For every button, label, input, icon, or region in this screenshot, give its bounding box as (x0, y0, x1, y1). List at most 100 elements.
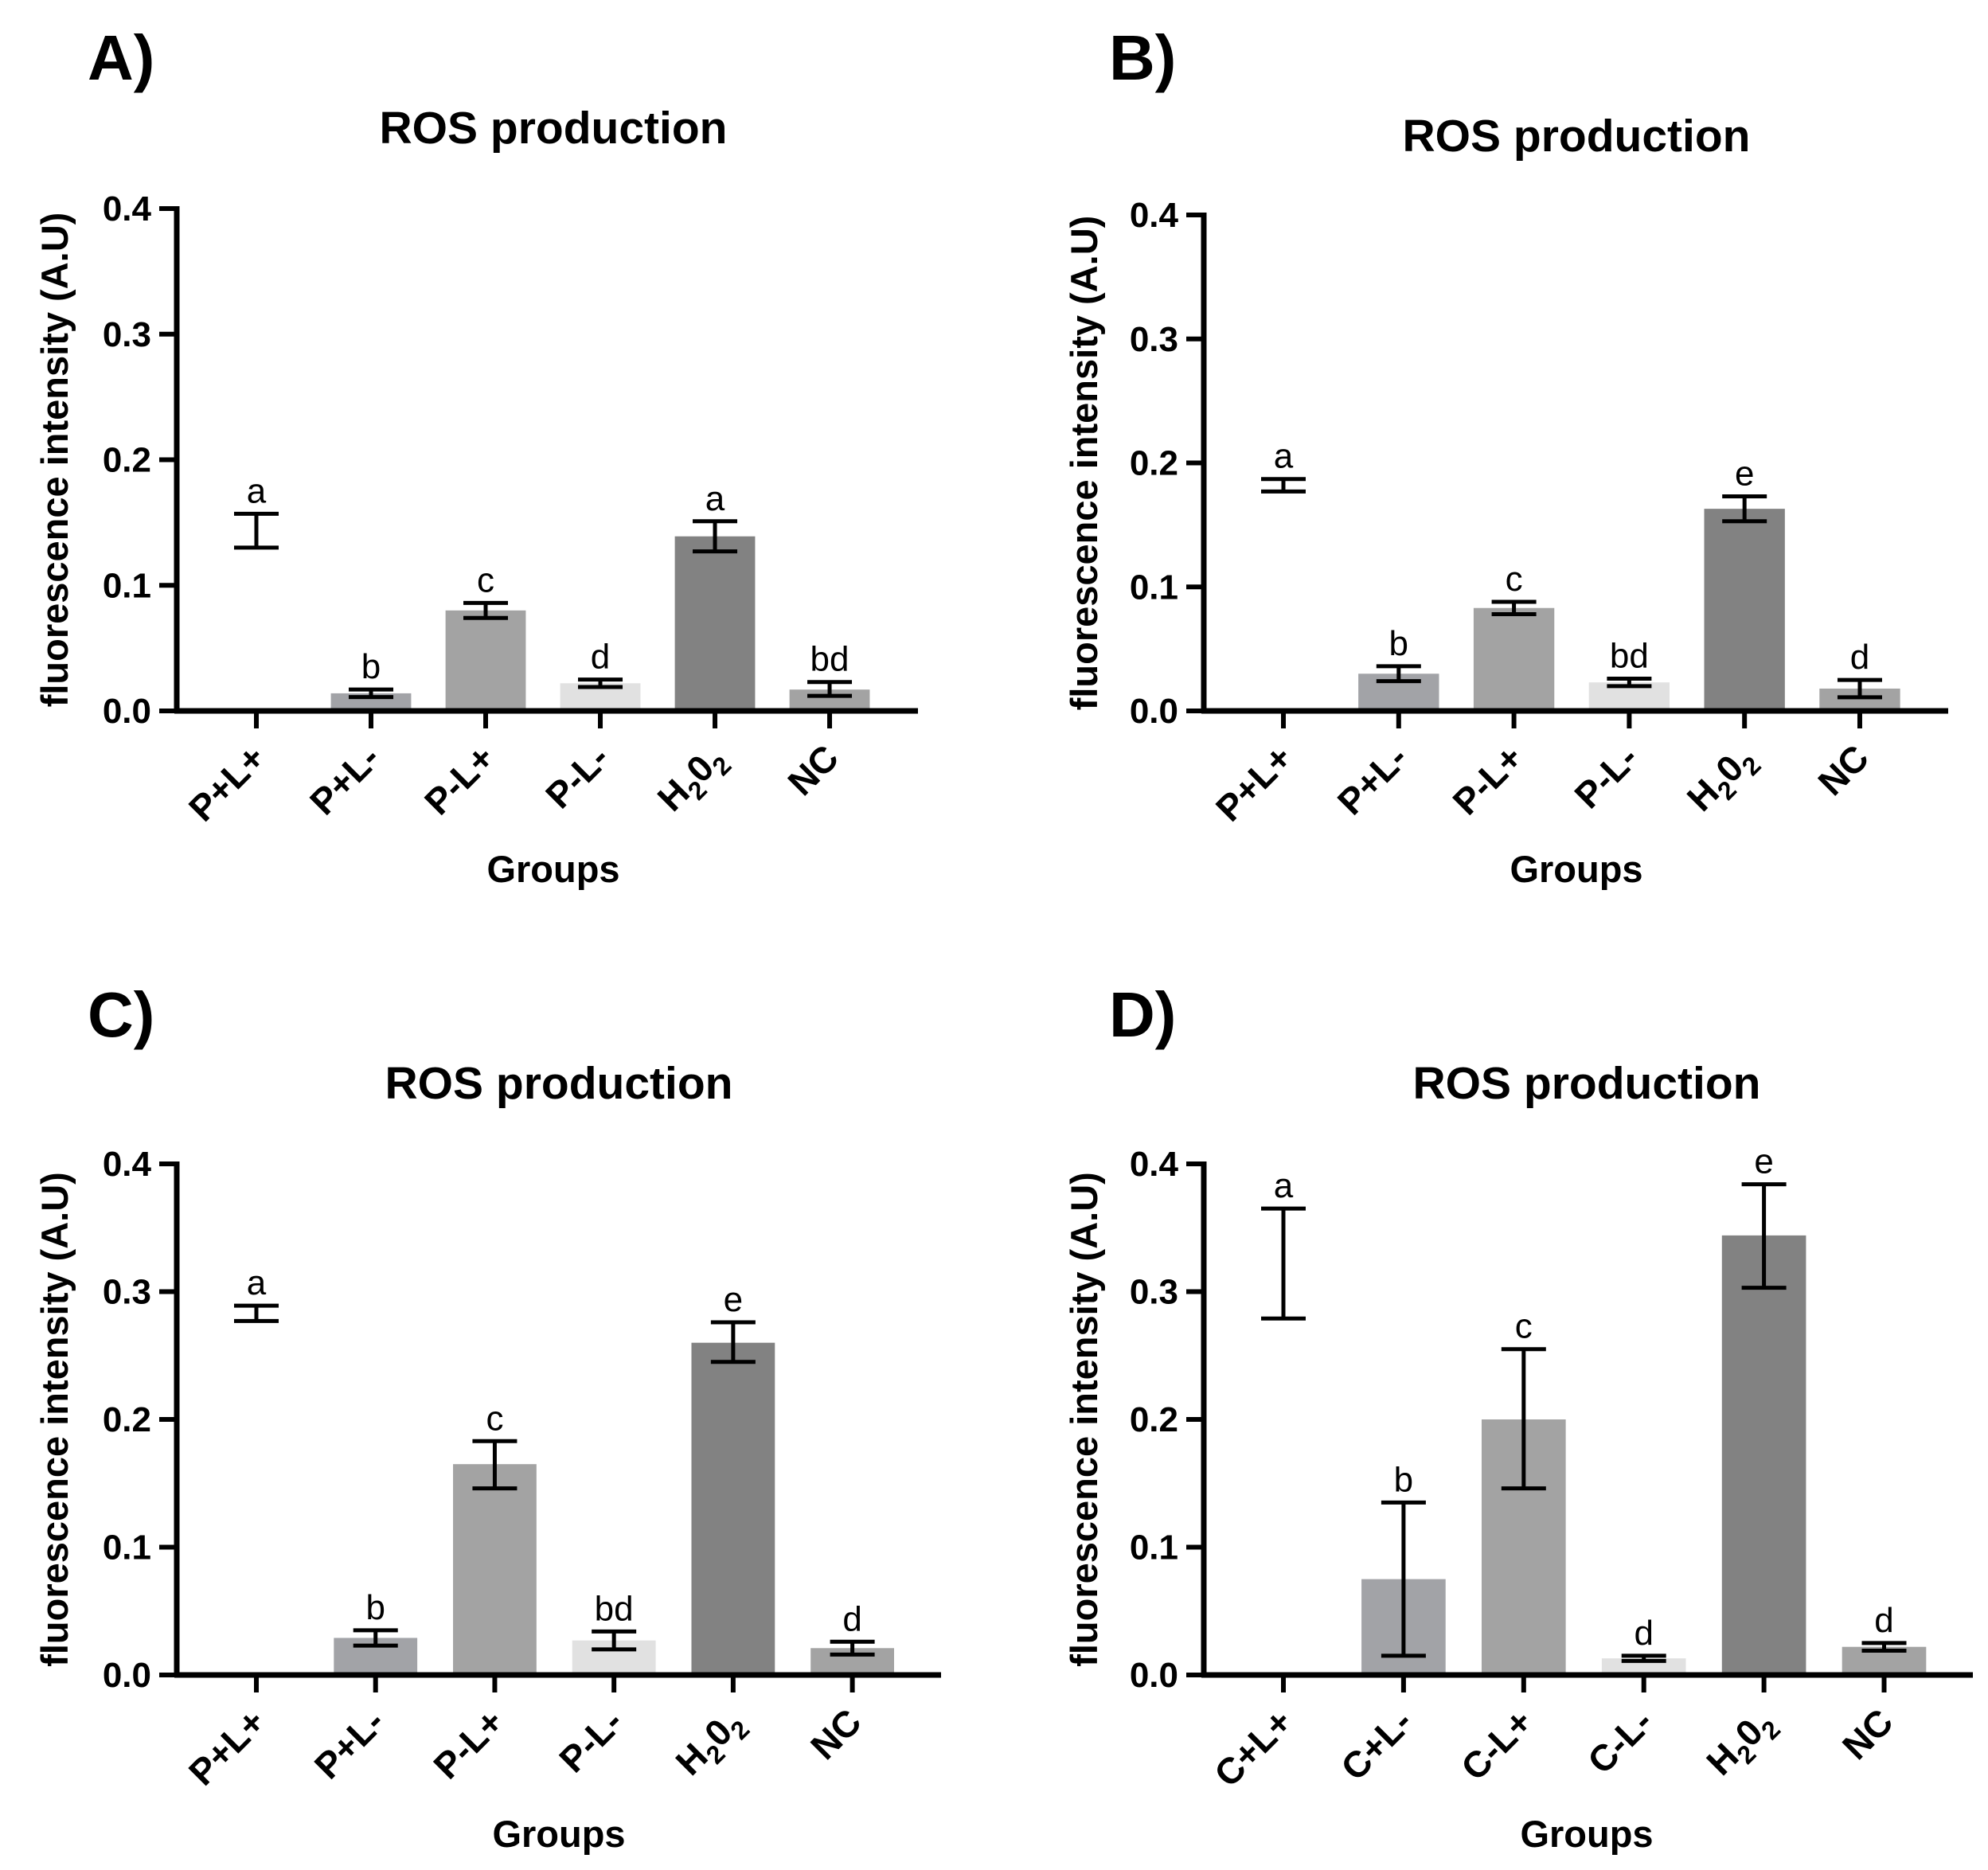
error-bar (830, 1639, 875, 1657)
x-tick-label: P-L- (537, 736, 617, 816)
significance-letter: a (1274, 1166, 1294, 1205)
error-bar (693, 519, 738, 554)
chart-panel-c: C) ROS production a b c bd e d 0.0 0.1 0.2 0.3 0.4 P+… (33, 979, 941, 1855)
significance-letter: c (477, 560, 494, 599)
error-bar (710, 1320, 756, 1364)
x-axis-title: Groups (486, 848, 619, 890)
panel-label: A) (88, 22, 154, 93)
y-tick-label: 0.2 (103, 1400, 151, 1439)
error-bar (234, 1303, 279, 1323)
x-tick-label: H202 (1698, 1700, 1786, 1788)
significance-letter: a (1274, 437, 1294, 476)
significance-letter: a (247, 471, 267, 510)
chart-panel-d: D) ROS production a b c d e d 0.0 0.1 0.2 0.3 0.4 C+L… (1063, 979, 1973, 1855)
chart-title: ROS production (385, 1058, 733, 1109)
y-tick-label: 0.2 (103, 441, 151, 480)
significance-letter: bd (810, 640, 849, 679)
y-tick-label: 0.4 (103, 189, 152, 228)
y-tick-label: 0.4 (1130, 1145, 1179, 1184)
significance-letter: d (591, 638, 610, 677)
error-bar (592, 1629, 637, 1652)
error-bar (1261, 1206, 1306, 1321)
significance-letter: a (705, 479, 725, 518)
x-tick-label: H202 (650, 736, 737, 824)
significance-letter: e (724, 1280, 743, 1319)
significance-letter: bd (1610, 637, 1649, 676)
x-tick-label: P+L+ (1208, 736, 1300, 829)
error-bar (234, 511, 279, 550)
significance-letter: c (1506, 560, 1523, 599)
x-tick-label: P+L- (307, 1700, 393, 1786)
error-bar (1491, 599, 1537, 617)
y-tick-label: 0.1 (1130, 1528, 1178, 1567)
x-tick-label: H202 (667, 1700, 755, 1788)
x-tick-label: NC (1834, 1700, 1901, 1767)
x-tick-label: C+L- (1333, 1700, 1420, 1788)
y-tick-label: 0.3 (103, 315, 151, 354)
significance-letter: c (1515, 1307, 1533, 1346)
x-tick-label: P-L+ (425, 1700, 511, 1786)
y-axis-title: fluorescence intensity (A.U) (1063, 216, 1105, 711)
panel-label: D) (1109, 979, 1176, 1050)
y-axis-title: fluorescence intensity (A.U) (1063, 1172, 1105, 1667)
chart-panel-a: A) ROS production a b c d a bd 0.0 0.1 0.2 0.3 0.4 P+… (33, 22, 918, 890)
error-bar (472, 1439, 518, 1491)
x-tick-label: P-L+ (416, 736, 502, 822)
significance-letter: b (361, 647, 381, 686)
y-tick-label: 0.2 (1130, 1400, 1178, 1439)
x-tick-label: P+L- (302, 736, 388, 822)
x-tick-label: H202 (1679, 736, 1767, 824)
y-tick-label: 0.1 (103, 1528, 151, 1567)
x-tick-label: C-L+ (1453, 1700, 1541, 1788)
y-tick-label: 0.1 (103, 566, 151, 605)
x-tick-label: P-L+ (1444, 736, 1530, 822)
chart-title: ROS production (1413, 1058, 1761, 1109)
error-bar (1621, 1653, 1666, 1663)
bar-h2o2 (1704, 509, 1785, 711)
x-tick-label: NC (803, 1700, 869, 1767)
chart-panel-b: B) ROS production a b c bd e d 0.0 0.1 0.2 0.3 0.4 P+… (1063, 22, 1948, 890)
error-bar (1722, 494, 1767, 524)
y-tick-label: 0.3 (103, 1273, 151, 1312)
x-tick-label: P-L- (1566, 736, 1646, 816)
x-tick-label: NC (779, 736, 846, 803)
bar-cplp (1241, 1263, 1326, 1675)
significance-letter: d (1850, 638, 1869, 677)
x-tick-label: P+L+ (181, 736, 273, 829)
y-tick-label: 0.2 (1130, 444, 1178, 483)
panel-label: C) (88, 979, 154, 1050)
x-tick-label: C-L- (1580, 1700, 1661, 1782)
x-axis-title: Groups (1510, 848, 1642, 890)
y-axis-title: fluorescence intensity (A.U) (33, 213, 76, 708)
significance-letter: e (1754, 1142, 1773, 1181)
x-tick-label: P+L+ (181, 1700, 273, 1793)
significance-letter: c (486, 1399, 503, 1438)
bar-pmlp (1473, 607, 1555, 711)
significance-letter: b (1394, 1460, 1413, 1499)
chart-title: ROS production (1403, 111, 1751, 162)
significance-letter: d (1874, 1601, 1893, 1640)
y-tick-label: 0.0 (1130, 692, 1178, 731)
y-tick-label: 0.0 (103, 692, 151, 731)
bar-pmlp (445, 610, 526, 711)
error-bar (1741, 1182, 1787, 1290)
chart-title: ROS production (380, 103, 728, 154)
y-tick-label: 0.3 (1130, 320, 1178, 359)
y-tick-label: 0.3 (1130, 1273, 1178, 1312)
significance-letter: b (1389, 624, 1408, 663)
error-bar (349, 687, 394, 700)
error-bar (807, 680, 853, 698)
y-axis-title: fluorescence intensity (A.U) (33, 1172, 76, 1667)
significance-letter: d (842, 1599, 861, 1638)
y-tick-label: 0.4 (1130, 196, 1179, 235)
x-axis-title: Groups (492, 1813, 625, 1855)
error-bar (1501, 1347, 1546, 1491)
error-bar (1607, 677, 1652, 689)
bar-pplp (1243, 485, 1324, 711)
significance-letter: a (247, 1263, 267, 1302)
bar-pmlp (453, 1464, 537, 1675)
significance-letter: b (365, 1588, 385, 1627)
x-tick-label: C+L+ (1206, 1700, 1300, 1794)
